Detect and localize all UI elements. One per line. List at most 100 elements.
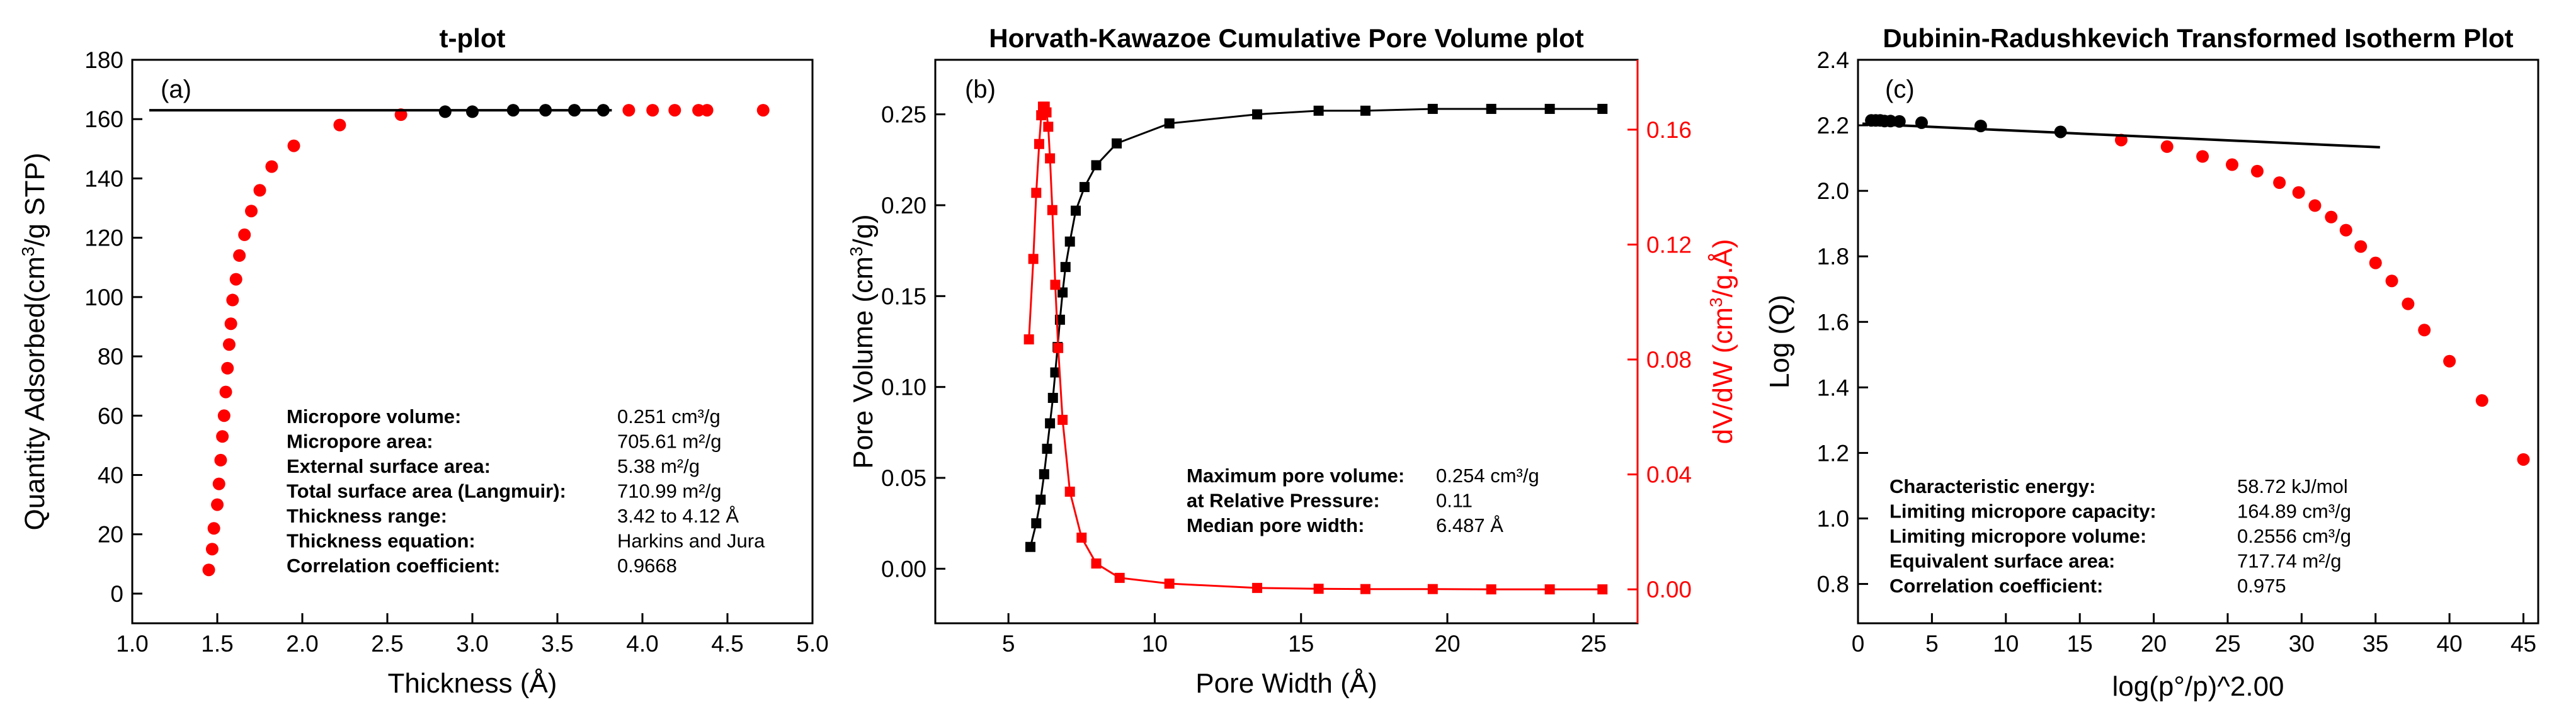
x-tick-label: 25	[1581, 631, 1607, 657]
y-tick-label: 20	[98, 522, 123, 548]
x-tick-label: 1.5	[201, 631, 233, 657]
annotation-value: 705.61 m²/g	[617, 431, 721, 453]
chart-title: t-plot	[440, 23, 506, 53]
data-point-circle	[222, 338, 236, 351]
annotation-value: 717.74 m²/g	[2237, 550, 2341, 572]
y2-tick-label: 0.16	[1646, 117, 1692, 143]
y2-tick-label: 0.12	[1646, 232, 1692, 257]
data-point-square	[1047, 205, 1057, 215]
annotation-label: Micropore volume:	[287, 405, 461, 427]
y2-axis-label-tail: /g.Å)	[1707, 239, 1738, 297]
x-tick-label: 5	[1925, 631, 1939, 657]
data-point-square	[1597, 584, 1608, 595]
x-axis-label: Thickness (Å)	[388, 668, 557, 699]
data-point-square	[1164, 118, 1175, 129]
data-point-square	[1041, 107, 1052, 118]
y-tick-label: 60	[98, 403, 123, 429]
data-point-square	[1076, 532, 1087, 543]
panel-label: (a)	[161, 76, 191, 103]
data-point-square	[1050, 280, 1061, 290]
data-point-square	[1252, 582, 1263, 593]
data-point-square	[1031, 188, 1042, 198]
x-tick-label: 20	[2141, 631, 2167, 657]
data-point-square	[1042, 443, 1052, 454]
annotation-value: 0.9668	[617, 555, 677, 577]
annotation-value: 0.11	[1436, 490, 1473, 512]
data-point-square	[1039, 469, 1049, 480]
y-tick-label: 2.2	[1817, 113, 1849, 139]
chart-title: Dubinin-Radushkevich Transformed Isother…	[1883, 23, 2513, 53]
data-point-square	[1486, 584, 1496, 595]
data-point-circle	[2339, 223, 2352, 237]
data-point-circle	[212, 477, 225, 490]
data-point-square	[1164, 579, 1175, 589]
chart-b-horvath-kawazoe: Horvath-Kawazoe Cumulative Pore Volume p…	[846, 23, 1738, 699]
y-axis-label-tail: /g STP)	[20, 152, 50, 246]
x-tick-label: 4.5	[711, 631, 743, 657]
data-point-circle	[333, 118, 346, 132]
y-tick-label: 80	[98, 344, 123, 370]
y-axis-label-main: Quantity Adsorbed(cm	[20, 256, 50, 530]
y-tick-label: 2.0	[1817, 178, 1849, 204]
x-tick-label: 30	[2289, 631, 2315, 657]
data-point-circle	[224, 317, 237, 331]
data-point-circle	[229, 273, 242, 286]
y2-tick-label: 0.00	[1646, 577, 1692, 602]
data-point-square	[1050, 367, 1061, 378]
data-point-circle	[622, 104, 635, 117]
annotation-label: Correlation coefficient:	[287, 555, 500, 577]
data-point-square	[1057, 287, 1068, 298]
data-point-circle	[466, 105, 479, 118]
annotation-label: at Relative Pressure:	[1187, 490, 1380, 512]
y-axis-label-sup: 3	[18, 247, 38, 257]
y-axis-label-sup: 3	[846, 247, 866, 257]
data-point-square	[1360, 584, 1371, 594]
data-point-circle	[265, 160, 278, 173]
data-point-square	[1486, 103, 1496, 114]
data-point-circle	[287, 139, 300, 152]
y-tick-label: 120	[84, 225, 123, 251]
plot-frame	[1857, 59, 2539, 625]
annotation-value: 0.2556 cm³/g	[2237, 525, 2351, 547]
data-point-square	[1045, 418, 1056, 429]
y-tick-label: 180	[84, 47, 123, 73]
annotation-label: Median pore width:	[1187, 514, 1364, 536]
data-point-circle	[238, 228, 251, 241]
y-tick-label: 160	[84, 106, 123, 132]
y-axis-label: Quantity Adsorbed(cm3/g STP)	[18, 152, 50, 530]
y2-tick-label: 0.04	[1646, 462, 1692, 488]
y-tick-label: 0.10	[881, 375, 926, 400]
y-tick-label: 140	[84, 166, 123, 191]
data-point-square	[1091, 160, 1102, 171]
data-point-circle	[207, 522, 220, 535]
annotation-value: Harkins and Jura	[617, 530, 765, 552]
annotation-label: Equivalent surface area:	[1889, 550, 2115, 572]
data-point-circle	[394, 108, 407, 122]
data-point-circle	[2385, 274, 2398, 288]
data-point-square	[1114, 572, 1125, 583]
data-point-circle	[756, 104, 770, 117]
annotation-value: 710.99 m²/g	[617, 480, 721, 502]
data-point-square	[1047, 393, 1058, 403]
data-point-square	[1112, 138, 1122, 149]
x-tick-label: 5.0	[796, 631, 828, 657]
annotation-value: 3.42 to 4.12 Å	[617, 505, 739, 527]
data-point-square	[1544, 584, 1555, 595]
data-point-square	[1025, 541, 1035, 552]
data-point-circle	[700, 104, 714, 117]
data-point-circle	[2517, 453, 2530, 466]
annotation-value: 164.89 cm³/g	[2237, 501, 2351, 523]
data-point-square	[1071, 205, 1081, 216]
data-point-circle	[253, 184, 266, 197]
data-point-square	[1427, 103, 1438, 114]
annotation-label: Total surface area (Langmuir):	[287, 480, 566, 502]
x-tick-label: 20	[1434, 631, 1460, 657]
x-tick-label: 15	[1288, 631, 1314, 657]
y2-tick-label: 0.08	[1646, 347, 1692, 373]
data-point-circle	[2354, 240, 2368, 253]
x-tick-label: 2.0	[286, 631, 318, 657]
y-tick-label: 0.05	[881, 465, 926, 491]
data-point-square	[1060, 262, 1071, 273]
annotation-value: 0.975	[2237, 575, 2286, 597]
